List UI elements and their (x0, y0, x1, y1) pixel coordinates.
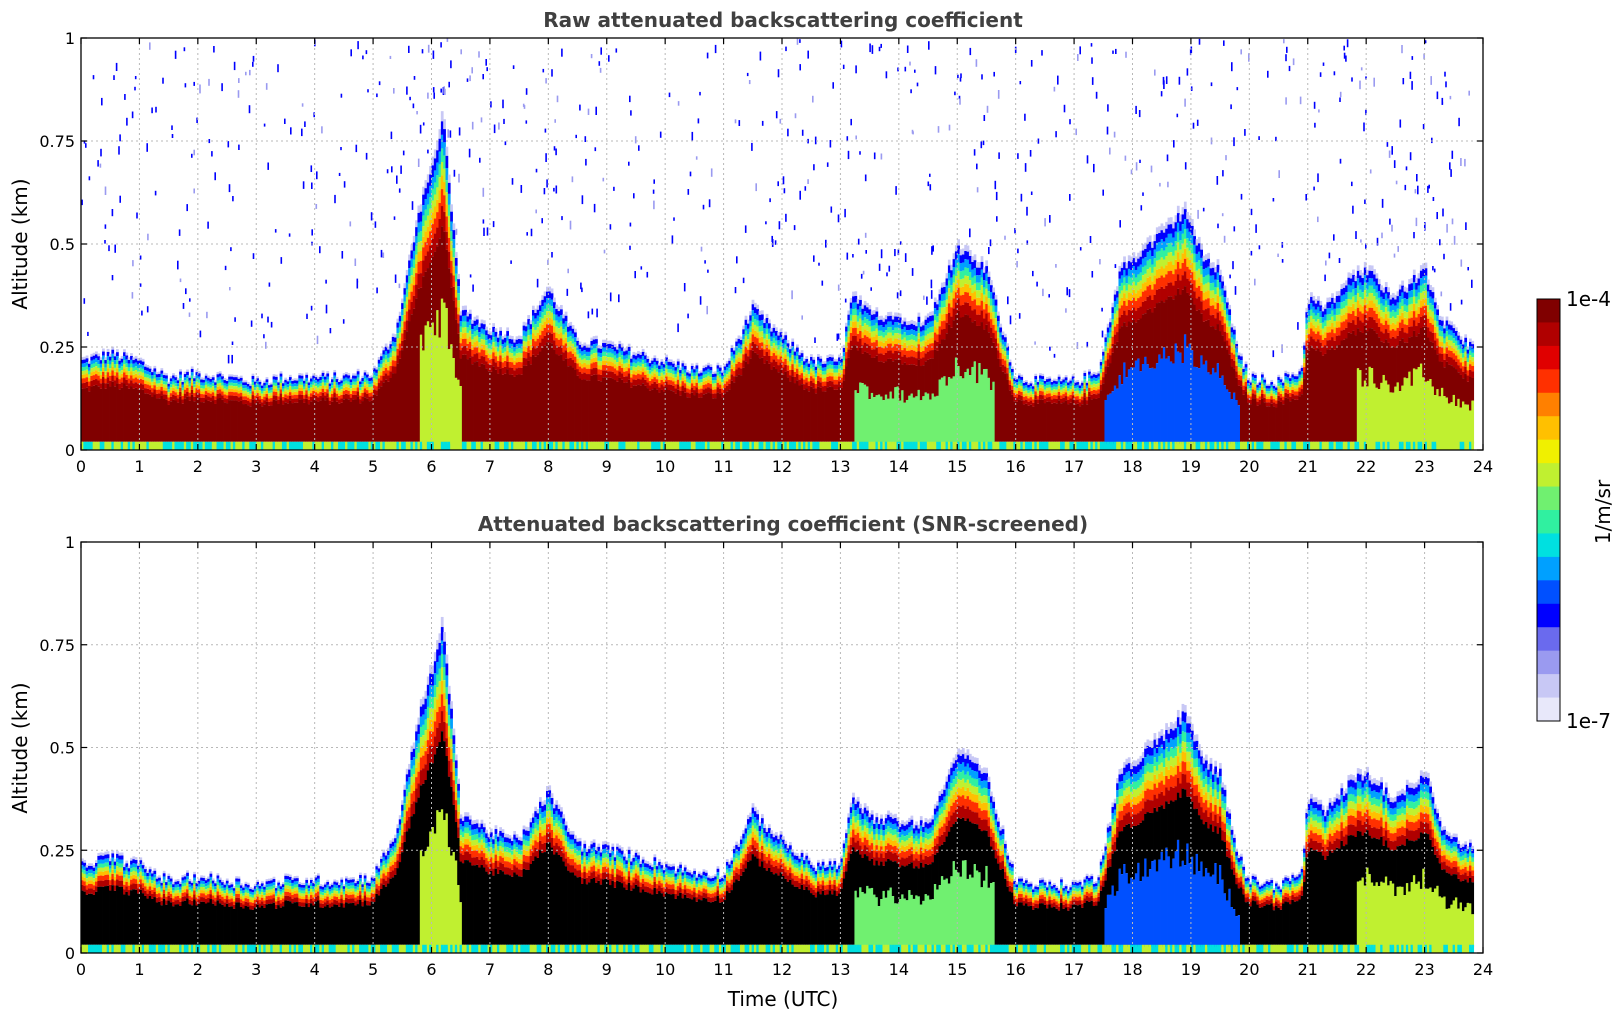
colorbar-unit-label: 1/m/sr (1591, 479, 1615, 544)
colorbar-segment (1537, 322, 1560, 347)
colorbar-segment (1537, 463, 1560, 488)
x-tick-label: 17 (1064, 960, 1084, 979)
x-tick-label: 0 (76, 960, 86, 979)
x-tick-label: 24 (1473, 457, 1493, 476)
x-tick-label: 4 (310, 960, 320, 979)
raw-backscatter-panel: Raw attenuated backscattering coefficien… (8, 8, 1493, 476)
x-tick-label: 20 (1239, 457, 1259, 476)
y-tick-label: 0.5 (50, 235, 75, 254)
x-tick-label: 14 (889, 960, 909, 979)
colorbar-segment (1537, 345, 1560, 370)
y-tick-label: 0 (65, 441, 75, 460)
x-tick-label: 15 (947, 960, 967, 979)
x-tick-label: 2 (193, 960, 203, 979)
x-tick-label: 22 (1356, 457, 1376, 476)
x-tick-label: 5 (368, 457, 378, 476)
screened-grid (81, 542, 1483, 953)
y-tick-label: 0.5 (50, 739, 75, 758)
colorbar-segment (1537, 674, 1560, 699)
x-tick-label: 9 (602, 960, 612, 979)
x-tick-label: 8 (543, 457, 553, 476)
screened-panel-title: Attenuated backscattering coefficient (S… (478, 512, 1088, 536)
x-tick-label: 13 (830, 457, 850, 476)
raw-panel-title: Raw attenuated backscattering coefficien… (543, 8, 1023, 32)
screened-backscatter-panel: Attenuated backscattering coefficient (S… (8, 512, 1493, 1011)
x-tick-label: 11 (713, 457, 733, 476)
x-tick-label: 24 (1473, 960, 1493, 979)
x-tick-label: 11 (713, 960, 733, 979)
x-tick-label: 14 (889, 457, 909, 476)
y-tick-label: 1 (65, 29, 75, 48)
colorbar-segment (1537, 392, 1560, 417)
x-tick-label: 21 (1298, 960, 1318, 979)
x-tick-label: 20 (1239, 960, 1259, 979)
x-tick-label: 18 (1122, 457, 1142, 476)
x-tick-label: 16 (1005, 457, 1025, 476)
x-tick-label: 3 (251, 457, 261, 476)
colorbar-segment (1537, 439, 1560, 464)
x-tick-label: 7 (485, 960, 495, 979)
colorbar-segment (1537, 627, 1560, 652)
colorbar-segment (1537, 369, 1560, 394)
x-tick-label: 23 (1414, 960, 1434, 979)
raw-heatmap (81, 38, 1475, 450)
colorbar-max-label: 1e-4 (1566, 287, 1611, 311)
x-tick-label: 13 (830, 960, 850, 979)
colorbar-segment (1537, 650, 1560, 675)
y-tick-label: 1 (65, 533, 75, 552)
colorbar-segment (1537, 603, 1560, 628)
x-tick-label: 10 (655, 457, 675, 476)
y-tick-label: 0 (65, 944, 75, 963)
screened-heatmap (81, 616, 1475, 953)
x-tick-label: 19 (1181, 457, 1201, 476)
x-tick-label: 6 (426, 960, 436, 979)
x-tick-label: 4 (310, 457, 320, 476)
colorbar-segment (1537, 299, 1560, 323)
x-tick-label: 15 (947, 457, 967, 476)
x-tick-label: 1 (134, 457, 144, 476)
x-tick-label: 1 (134, 960, 144, 979)
x-tick-label: 16 (1005, 960, 1025, 979)
x-tick-label: 7 (485, 457, 495, 476)
x-tick-label: 19 (1181, 960, 1201, 979)
x-tick-label: 18 (1122, 960, 1142, 979)
x-tick-label: 10 (655, 960, 675, 979)
x-tick-label: 22 (1356, 960, 1376, 979)
y-tick-label: 0.75 (39, 132, 75, 151)
x-tick-label: 6 (426, 457, 436, 476)
colorbar-segment (1537, 486, 1560, 511)
y-tick-label: 0.75 (39, 636, 75, 655)
colorbar-gradient (1537, 299, 1560, 722)
raw-axes: 0 1 2 3 4 5 6 7 8 9 10 11 12 13 14 15 16 17 18 19 20 21 22 23 24… (39, 29, 1493, 476)
x-tick-label: 3 (251, 960, 261, 979)
x-tick-label: 12 (772, 960, 792, 979)
x-tick-label: 23 (1414, 457, 1434, 476)
x-tick-label: 8 (543, 960, 553, 979)
x-tick-label: 0 (76, 457, 86, 476)
colorbar-min-label: 1e-7 (1566, 709, 1611, 733)
y-tick-label: 0.25 (39, 338, 75, 357)
colorbar-segment (1537, 416, 1560, 441)
y-tick-label: 0.25 (39, 841, 75, 860)
raw-grid (81, 38, 1483, 450)
x-tick-label: 5 (368, 960, 378, 979)
colorbar: 1e-4 1e-7 1/m/sr (1536, 287, 1615, 733)
colorbar-segment (1537, 533, 1560, 558)
x-axis-label: Time (UTC) (727, 987, 839, 1011)
colorbar-frame (1536, 298, 1561, 722)
x-tick-label: 12 (772, 457, 792, 476)
x-tick-label: 2 (193, 457, 203, 476)
x-tick-label: 9 (602, 457, 612, 476)
colorbar-segment (1537, 580, 1560, 605)
x-tick-label: 21 (1298, 457, 1318, 476)
colorbar-segment (1537, 556, 1560, 581)
x-tick-label: 17 (1064, 457, 1084, 476)
colorbar-segment (1537, 510, 1560, 534)
screened-axes: 0 1 2 3 4 5 6 7 8 9 10 11 12 13 14 15 16 17 18 19 20 21 22 23 24… (39, 533, 1493, 979)
screened-y-axis-label: Altitude (km) (8, 682, 32, 813)
colorbar-segment (1537, 697, 1560, 722)
raw-y-axis-label: Altitude (km) (8, 178, 32, 309)
